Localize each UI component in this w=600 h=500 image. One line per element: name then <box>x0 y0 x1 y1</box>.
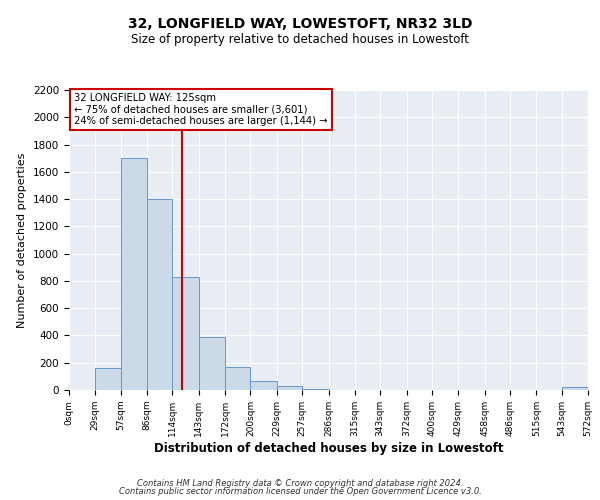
Text: Contains public sector information licensed under the Open Government Licence v3: Contains public sector information licen… <box>119 487 481 496</box>
Text: 32 LONGFIELD WAY: 125sqm
← 75% of detached houses are smaller (3,601)
24% of sem: 32 LONGFIELD WAY: 125sqm ← 75% of detach… <box>74 93 328 126</box>
X-axis label: Distribution of detached houses by size in Lowestoft: Distribution of detached houses by size … <box>154 442 503 454</box>
Bar <box>199 337 225 390</box>
Text: Contains HM Land Registry data © Crown copyright and database right 2024.: Contains HM Land Registry data © Crown c… <box>137 478 463 488</box>
Bar <box>121 158 147 390</box>
Bar <box>562 388 588 390</box>
Bar <box>250 381 277 390</box>
Text: 32, LONGFIELD WAY, LOWESTOFT, NR32 3LD: 32, LONGFIELD WAY, LOWESTOFT, NR32 3LD <box>128 18 472 32</box>
Bar <box>172 277 199 390</box>
Bar <box>225 367 250 390</box>
Bar <box>95 368 121 390</box>
Y-axis label: Number of detached properties: Number of detached properties <box>17 152 28 328</box>
Bar <box>147 199 172 390</box>
Text: Size of property relative to detached houses in Lowestoft: Size of property relative to detached ho… <box>131 32 469 46</box>
Bar <box>277 386 302 390</box>
